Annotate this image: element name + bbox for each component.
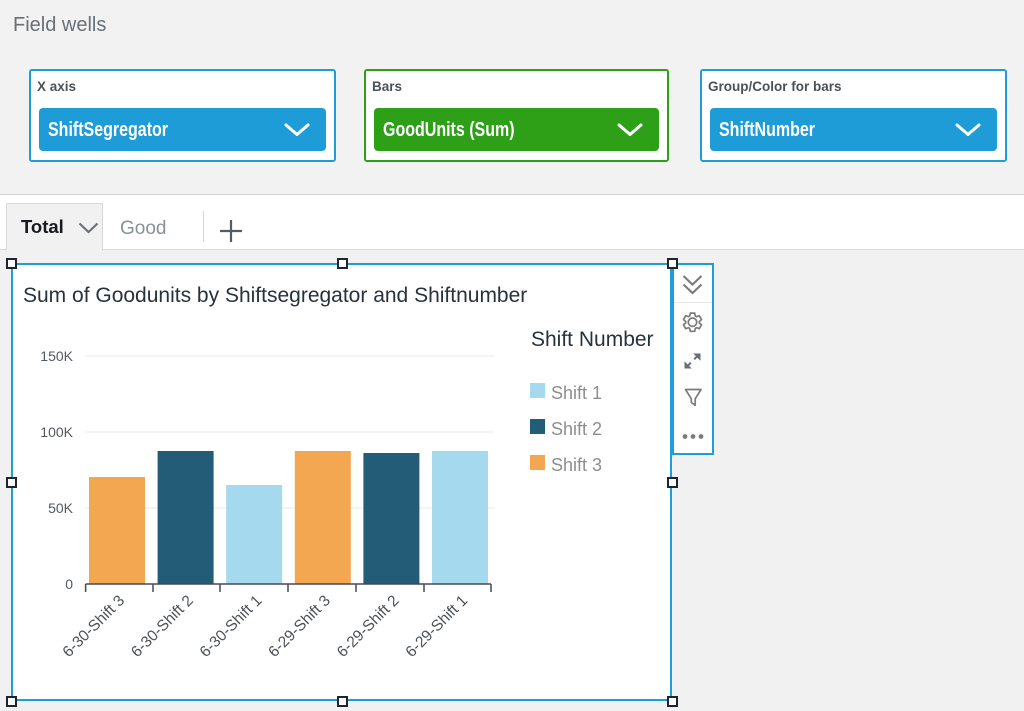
svg-text:0: 0 [65,576,73,592]
svg-text:6-29-Shift 2: 6-29-Shift 2 [334,592,403,661]
svg-text:6-30-Shift 3: 6-30-Shift 3 [60,592,129,661]
svg-text:150K: 150K [40,348,73,364]
svg-text:6-30-Shift 2: 6-30-Shift 2 [128,592,197,661]
svg-text:100K: 100K [40,424,73,440]
svg-text:6-30-Shift 1: 6-30-Shift 1 [197,592,266,661]
svg-text:50K: 50K [48,500,74,516]
svg-text:6-29-Shift 3: 6-29-Shift 3 [265,592,334,661]
svg-text:6-29-Shift 1: 6-29-Shift 1 [403,592,472,661]
